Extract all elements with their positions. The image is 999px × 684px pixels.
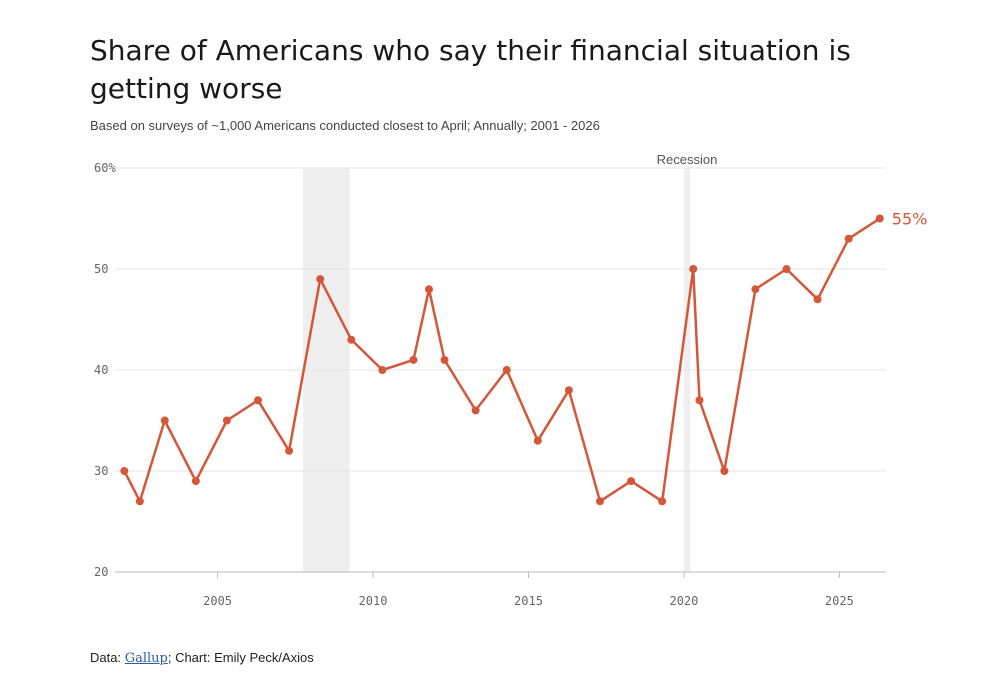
series-polyline — [123, 217, 881, 503]
data-point — [658, 497, 667, 506]
chart-footer: Data: Gallup; Chart: Emily Peck/Axios — [90, 650, 314, 666]
y-tick-label-30: 30 — [94, 464, 108, 478]
end-value-label: 55% — [892, 210, 928, 229]
x-tick-label-2025: 2025 — [825, 594, 854, 608]
y-tick-label-20: 20 — [94, 565, 108, 579]
data-point — [316, 275, 325, 284]
data-point — [844, 234, 853, 243]
source-link[interactable]: Gallup — [124, 651, 168, 666]
data-point — [695, 396, 704, 405]
y-tick-label-60: 60% — [94, 161, 116, 175]
data-point — [533, 436, 542, 445]
data-point — [160, 416, 169, 425]
chart-subtitle: Based on surveys of ~1,000 Americans con… — [90, 118, 600, 133]
y-tick-label-50: 50 — [94, 262, 108, 276]
data-point — [191, 477, 200, 486]
y-tick-label-40: 40 — [94, 363, 108, 377]
data-point — [120, 467, 129, 475]
data-point — [782, 265, 791, 273]
series-line — [123, 217, 881, 503]
data-point — [751, 285, 760, 294]
chart-labels: Recession 55% — [657, 152, 928, 229]
data-point — [471, 406, 480, 415]
data-point — [285, 446, 294, 455]
data-point — [135, 497, 144, 506]
data-point — [689, 265, 698, 273]
data-point — [424, 285, 433, 294]
data-point — [627, 477, 636, 486]
x-tick-label-2020: 2020 — [669, 594, 698, 608]
gridlines: 20 30 40 50 60% — [94, 161, 886, 579]
data-point — [595, 497, 604, 506]
data-point — [564, 386, 573, 395]
x-axis: 2005 2010 2015 2020 2025 — [115, 571, 886, 608]
data-point — [440, 355, 449, 364]
data-point — [378, 366, 387, 374]
chart-title: Share of Americans who say their financi… — [90, 34, 851, 105]
footer-suffix: ; Chart: Emily Peck/Axios — [167, 650, 314, 665]
data-point — [502, 366, 511, 374]
data-point — [254, 396, 263, 405]
x-tick-label-2010: 2010 — [359, 594, 388, 608]
data-point — [409, 355, 418, 364]
recession-label: Recession — [657, 152, 718, 167]
data-point — [875, 214, 884, 223]
data-point — [720, 467, 729, 475]
data-point — [813, 295, 822, 304]
footer-prefix: Data: — [90, 650, 125, 665]
data-point — [222, 416, 231, 425]
series-points — [120, 214, 884, 506]
x-tick-label-2005: 2005 — [203, 594, 232, 608]
data-point — [347, 335, 356, 344]
x-tick-label-2015: 2015 — [514, 594, 543, 608]
